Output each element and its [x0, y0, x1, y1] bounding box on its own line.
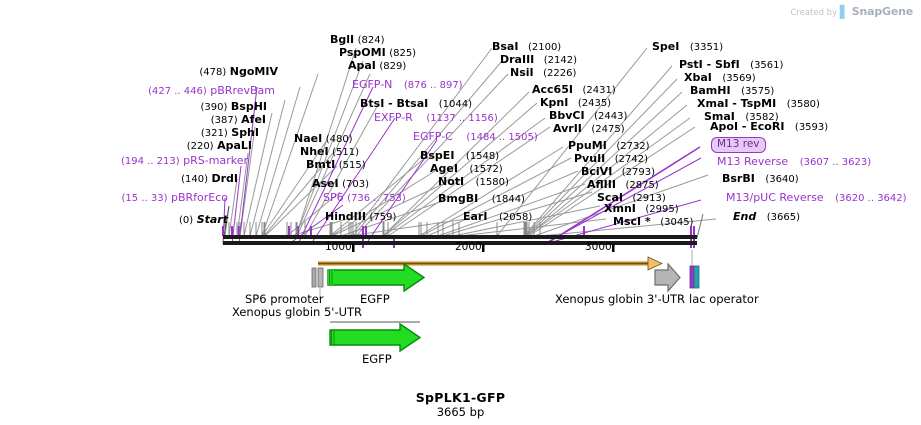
- label-start[interactable]: (0) Start: [179, 213, 228, 227]
- label-bmti[interactable]: BmtI (515): [306, 158, 366, 172]
- feature-egfp-main[interactable]: [327, 262, 426, 293]
- label-egfp-n[interactable]: EGFP-N (876 .. 897): [352, 78, 463, 92]
- label-ngomiv[interactable]: (478) NgoMIV: [199, 65, 278, 79]
- label-pbrforeco[interactable]: (15 .. 33) pBRforEco: [121, 191, 229, 205]
- label-exfp-r[interactable]: EXFP-R (1137 .. 1156): [374, 111, 498, 125]
- label-xmni[interactable]: XmnI (2995): [604, 202, 679, 216]
- plasmid-length: 3665 bp: [436, 405, 485, 419]
- feature-egfp-secondary[interactable]: [329, 322, 422, 353]
- label-xbai[interactable]: XbaI (3569): [684, 71, 756, 85]
- feature-label-sp6-promoter: SP6 promoter: [245, 292, 324, 306]
- label-naei[interactable]: NaeI (480): [294, 132, 353, 146]
- label-hindiii[interactable]: HindIII (759): [325, 210, 397, 224]
- label-end[interactable]: End (3665): [733, 210, 800, 224]
- label-bspei[interactable]: BspEI (1548): [420, 149, 500, 163]
- plasmid-title: SpPLK1-GFP 3665 bp: [0, 390, 921, 419]
- watermark-prefix: Created by: [790, 8, 838, 18]
- label-sphi[interactable]: (321) SphI: [200, 126, 259, 140]
- primer-leader-lines-2: [545, 146, 701, 245]
- label-scai[interactable]: ScaI (2913): [597, 191, 666, 205]
- label-m13-rev-badge[interactable]: M13 rev: [711, 137, 766, 153]
- feature-xenopus-globin-5utr[interactable]: [317, 267, 324, 288]
- label-afei[interactable]: (387) AfeI: [210, 113, 266, 127]
- label-prs-marker[interactable]: (194 .. 213) pRS-marker: [120, 154, 248, 168]
- snapgene-watermark: Created by ▌ SnapGene: [790, 5, 913, 19]
- label-acc65i[interactable]: Acc65I (2431): [532, 83, 616, 97]
- label-msci[interactable]: MscI * (3045): [613, 215, 694, 229]
- label-nhei[interactable]: NheI (511): [300, 145, 359, 159]
- label-psti-sbfi[interactable]: PstI - SbfI (3561): [679, 58, 784, 72]
- label-bmgbi[interactable]: BmgBI (1844): [438, 192, 525, 206]
- label-noti[interactable]: NotI (1580): [438, 175, 509, 189]
- label-xmai-tspmi[interactable]: XmaI - TspMI (3580): [697, 97, 820, 111]
- feature-label-egfp: EGFP: [360, 292, 390, 306]
- feature-sp6-promoter[interactable]: [311, 267, 317, 288]
- label-bcivi[interactable]: BciVI (2793): [581, 165, 656, 179]
- enzyme-leader-lines: [224, 47, 717, 237]
- dna-backbone: [223, 235, 697, 245]
- label-egfp-c[interactable]: EGFP-C (1484 .. 1505): [413, 130, 538, 144]
- label-avrii[interactable]: AvrII (2475): [553, 122, 625, 136]
- label-m13-puc-reverse[interactable]: M13/pUC Reverse (3620 .. 3642): [726, 191, 907, 205]
- label-ppumi[interactable]: PpuMI (2732): [568, 139, 650, 153]
- feature-label-lac-operator: lac operator: [689, 292, 759, 306]
- label-drdi[interactable]: (140) DrdI: [181, 172, 238, 186]
- feature-lac-operator[interactable]: [689, 265, 700, 289]
- enzyme-site-ticks: [224, 222, 541, 236]
- label-pbrrevbam[interactable]: (427 .. 446) pBRrevBam: [148, 84, 275, 98]
- label-asei[interactable]: AseI (703): [312, 177, 370, 191]
- label-m13-reverse[interactable]: M13 Reverse (3607 .. 3623): [717, 155, 872, 169]
- feature-label-egfp-secondary: EGFP: [362, 352, 392, 366]
- label-apali[interactable]: (220) ApaLI: [186, 139, 252, 153]
- ruler-ticks: [352, 244, 615, 252]
- label-bsai[interactable]: BsaI (2100): [492, 40, 562, 54]
- label-bamhi[interactable]: BamHI (3575): [690, 84, 775, 98]
- label-apoi-ecori[interactable]: ApoI - EcoRI (3593): [710, 120, 829, 134]
- snapgene-logo-icon: ▌: [839, 5, 850, 19]
- ruler-tick-1000: 1000: [325, 241, 352, 253]
- label-bsphi[interactable]: (390) BspHI: [200, 100, 268, 114]
- label-pvuii[interactable]: PvuII (2742): [574, 152, 649, 166]
- ruler-tick-3000: 3000: [585, 241, 612, 253]
- label-btsi-btsai[interactable]: BtsI - BtsaI (1044): [360, 97, 472, 111]
- transcript-arrow: [318, 256, 663, 271]
- label-kpni[interactable]: KpnI (2435): [540, 96, 612, 110]
- label-afliii[interactable]: AflIII (2875): [587, 178, 659, 192]
- label-pspomi[interactable]: PspOMI (825): [339, 46, 417, 60]
- label-eari[interactable]: EarI (2058): [463, 210, 533, 224]
- terminus-markers: [223, 205, 704, 239]
- feature-label-xenopus-3utr: Xenopus globin 3'-UTR: [555, 292, 686, 306]
- label-nsii[interactable]: NsiI (2226): [510, 66, 577, 80]
- label-draiii[interactable]: DraIII (2142): [500, 53, 578, 67]
- plasmid-name: SpPLK1-GFP: [415, 390, 506, 405]
- label-bbvci[interactable]: BbvCI (2443): [549, 109, 628, 123]
- ruler-tick-2000: 2000: [455, 241, 482, 253]
- feature-label-xenopus-5utr: Xenopus globin 5'-UTR: [232, 305, 363, 319]
- label-agei[interactable]: AgeI (1572): [430, 162, 503, 176]
- label-apai[interactable]: ApaI (829): [348, 59, 407, 73]
- watermark-brand: SnapGene: [851, 5, 913, 18]
- label-bsrbi[interactable]: BsrBI (3640): [722, 172, 799, 186]
- label-spei[interactable]: SpeI (3351): [652, 40, 724, 54]
- label-bgli[interactable]: BglI (824): [330, 33, 385, 47]
- label-sp6-primer[interactable]: SP6 (736 .. 753): [323, 191, 406, 205]
- feature-xenopus-globin-3utr[interactable]: [654, 262, 681, 293]
- label-smai[interactable]: SmaI (3582): [704, 110, 779, 124]
